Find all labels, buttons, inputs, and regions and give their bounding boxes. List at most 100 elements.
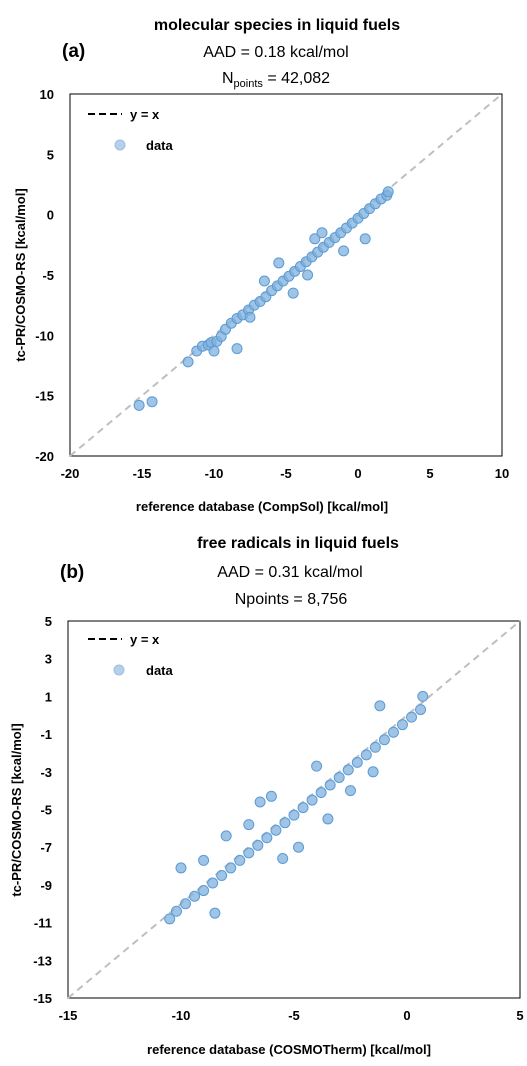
y-tick-label: -15 bbox=[35, 389, 54, 404]
npoints-value: = 42,082 bbox=[263, 70, 330, 87]
x-tick-label: -15 bbox=[59, 1008, 78, 1023]
data-point bbox=[234, 854, 246, 866]
panel-label: (a) bbox=[62, 41, 85, 62]
y-tick-label: -20 bbox=[35, 449, 54, 464]
data-point bbox=[208, 345, 220, 357]
data-point bbox=[316, 227, 328, 239]
data-point bbox=[252, 839, 264, 851]
data-points bbox=[164, 690, 429, 925]
y-tick-label: -11 bbox=[34, 916, 52, 931]
x-tick-label: 0 bbox=[403, 1008, 410, 1023]
data-point bbox=[287, 287, 299, 299]
legend-label-identity: y = x bbox=[130, 632, 160, 647]
y-tick-label: -5 bbox=[42, 268, 54, 283]
x-tick-label: -10 bbox=[205, 466, 224, 481]
tick-labels: -20 -15 -10 -5 0 5 10 -20 -15 -10 -5 0 5 10 bbox=[35, 87, 509, 481]
chart-title: molecular species in liquid fuels bbox=[154, 17, 400, 34]
x-tick-label: -5 bbox=[288, 1008, 300, 1023]
data-point bbox=[396, 719, 408, 731]
aad-annotation: AAD = 0.18 kcal/mol bbox=[203, 44, 348, 61]
data-point bbox=[302, 269, 314, 281]
y-tick-label: 0 bbox=[47, 208, 54, 223]
data-point bbox=[207, 877, 219, 889]
data-point bbox=[220, 830, 232, 842]
data-point bbox=[180, 898, 192, 910]
data-point bbox=[338, 245, 350, 257]
aad-annotation: AAD = 0.31 kcal/mol bbox=[217, 564, 362, 581]
legend-marker-swatch bbox=[113, 664, 125, 676]
y-tick-label: -5 bbox=[40, 803, 52, 818]
y-tick-label: 3 bbox=[45, 652, 52, 667]
data-point bbox=[309, 233, 321, 245]
x-tick-label: 0 bbox=[354, 466, 361, 481]
data-point bbox=[182, 356, 194, 368]
y-tick-label: -9 bbox=[40, 878, 52, 893]
data-point bbox=[279, 817, 291, 829]
y-tick-label: 1 bbox=[45, 689, 52, 704]
data-point bbox=[387, 726, 399, 738]
data-point bbox=[265, 790, 277, 802]
data-point bbox=[270, 824, 282, 836]
data-point bbox=[170, 905, 182, 917]
legend: y = x data bbox=[88, 107, 174, 153]
data-point bbox=[254, 796, 266, 808]
legend-label-identity: y = x bbox=[130, 107, 160, 122]
data-point bbox=[374, 700, 386, 712]
data-point bbox=[198, 854, 210, 866]
data-point bbox=[258, 275, 270, 287]
data-point bbox=[297, 802, 309, 814]
y-tick-label: -1 bbox=[40, 727, 52, 742]
data-point bbox=[133, 399, 145, 411]
data-point bbox=[273, 257, 285, 269]
panel-label: (b) bbox=[60, 562, 84, 583]
plot-frame bbox=[67, 620, 521, 999]
y-tick-label: -3 bbox=[40, 765, 52, 780]
data-point bbox=[146, 396, 158, 408]
data-point bbox=[406, 711, 418, 723]
y-tick-label: -10 bbox=[35, 328, 54, 343]
data-point bbox=[382, 186, 394, 198]
x-tick-label: -20 bbox=[61, 466, 80, 481]
data-point bbox=[277, 853, 289, 865]
legend-marker-swatch bbox=[114, 139, 126, 151]
data-point bbox=[216, 869, 228, 881]
y-axis-label: tc-PR/COSMO-RS [kcal/mol] bbox=[9, 723, 24, 896]
data-point bbox=[243, 847, 255, 859]
x-axis-label: reference database (COSMOTherm) [kcal/mo… bbox=[147, 1042, 431, 1057]
legend: y = x data bbox=[88, 632, 174, 678]
identity-line bbox=[67, 620, 521, 999]
data-point bbox=[415, 704, 427, 716]
x-tick-label: 5 bbox=[426, 466, 433, 481]
data-point bbox=[315, 787, 327, 799]
legend-label-data: data bbox=[146, 138, 174, 153]
y-tick-label: 5 bbox=[45, 614, 52, 629]
data-point bbox=[342, 764, 354, 776]
x-tick-label: -15 bbox=[133, 466, 152, 481]
x-tick-label: 5 bbox=[516, 1008, 523, 1023]
data-point bbox=[261, 832, 273, 844]
data-point bbox=[164, 913, 176, 925]
data-point bbox=[333, 771, 345, 783]
y-axis-label: tc-PR/COSMO-RS [kcal/mol] bbox=[13, 188, 28, 361]
data-point bbox=[175, 862, 187, 874]
npoints-annotation: Npoints = 42,082 bbox=[222, 70, 330, 90]
y-tick-label: -15 bbox=[33, 991, 52, 1006]
data-point bbox=[311, 760, 323, 772]
data-point bbox=[243, 819, 255, 831]
data-point bbox=[359, 233, 371, 245]
data-point bbox=[345, 785, 356, 797]
x-axis-label: reference database (CompSol) [kcal/mol] bbox=[136, 499, 388, 514]
data-point bbox=[369, 741, 381, 753]
npoints-prefix: N bbox=[222, 70, 234, 87]
data-point bbox=[360, 749, 372, 761]
x-tick-label: -5 bbox=[280, 466, 292, 481]
data-point bbox=[306, 794, 318, 806]
data-point bbox=[351, 756, 363, 768]
chart-panel-a: molecular species in liquid fuels (a) AA… bbox=[13, 17, 509, 514]
data-point bbox=[378, 734, 390, 746]
y-tick-label: 10 bbox=[40, 87, 54, 102]
y-tick-label: -13 bbox=[33, 953, 52, 968]
x-tick-label: 10 bbox=[495, 466, 509, 481]
npoints-subscript: points bbox=[234, 78, 264, 90]
data-point bbox=[189, 890, 201, 902]
